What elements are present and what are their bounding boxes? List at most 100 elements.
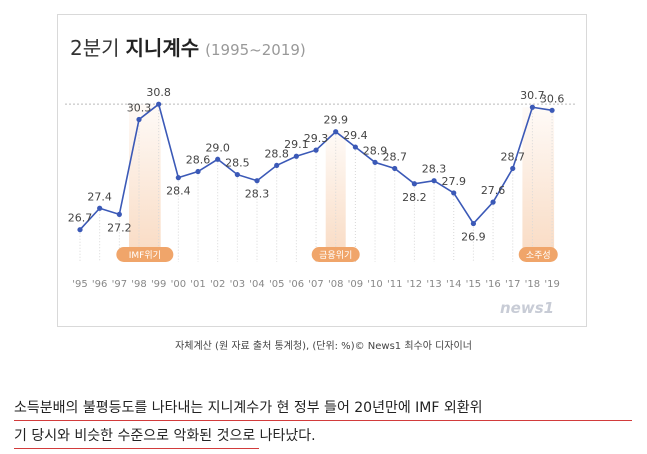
chart-title: 2분기 지니계수 (1995~2019) xyxy=(70,32,306,68)
x-tick-label: '98 xyxy=(131,279,146,290)
highlight-badge-label: 금융위기 xyxy=(319,250,352,261)
data-point xyxy=(352,144,358,150)
data-point xyxy=(254,178,260,184)
highlight-underline-1 xyxy=(14,420,632,421)
x-tick-label: '15 xyxy=(466,279,481,290)
data-point xyxy=(490,199,496,205)
data-label: 28.7 xyxy=(500,150,525,163)
data-point xyxy=(451,190,457,196)
x-tick-label: '95 xyxy=(72,279,87,290)
data-point xyxy=(77,227,83,233)
x-tick-label: '09 xyxy=(348,279,363,290)
x-tick-label: '02 xyxy=(210,279,225,290)
data-label: 28.3 xyxy=(245,188,270,201)
chart-caption: 자체계산 (원 자료 출처 통계청), (단위: %)© News1 최수아 디… xyxy=(175,341,472,352)
x-tick-label: '97 xyxy=(112,279,127,290)
data-label: 29.3 xyxy=(304,132,329,145)
highlight-band xyxy=(129,104,161,256)
news1-logo: news1 xyxy=(500,299,554,317)
x-tick-label: '11 xyxy=(387,279,402,290)
data-label: 28.4 xyxy=(166,185,191,198)
x-tick-label: '08 xyxy=(328,279,343,290)
data-point xyxy=(333,129,339,135)
data-label: 29.9 xyxy=(323,114,348,127)
data-point xyxy=(116,211,122,217)
gini-line-chart: 26.7 27.4 27.2 30.3 30.8 28.4 28.629.0 28.5 28.3… xyxy=(65,86,575,317)
data-labels: 26.7 27.4 27.2 30.3 30.8 28.4 28.629.0 28.5 28.3… xyxy=(68,86,565,243)
data-point xyxy=(215,156,221,162)
x-tick-label: '16 xyxy=(485,279,500,290)
data-point xyxy=(274,162,280,169)
data-label: 28.6 xyxy=(186,154,211,167)
x-tick-label: '10 xyxy=(367,279,382,290)
data-point xyxy=(372,159,378,165)
highlight-badge-label: 소주성 xyxy=(526,250,551,261)
x-tick-label: '18 xyxy=(525,279,540,290)
data-point xyxy=(470,220,476,227)
data-point xyxy=(313,147,319,153)
article-line-1: 소득분배의 불평등도를 나타내는 지니계수가 현 정부 들어 20년만에 IMF… xyxy=(14,400,483,416)
x-tick-label: '17 xyxy=(505,279,520,290)
data-point xyxy=(175,175,181,181)
highlight-badges: IMF위기 금융위기 소주성 xyxy=(116,247,558,262)
chart-title-main: 지니계수 xyxy=(125,36,200,60)
guide-lines xyxy=(79,107,553,262)
data-point xyxy=(411,181,417,187)
x-tick-label: '13 xyxy=(426,279,441,290)
data-label: 28.2 xyxy=(402,191,427,204)
x-tick-label: '06 xyxy=(289,279,304,290)
x-tick-label: '07 xyxy=(308,279,323,290)
data-label: 27.2 xyxy=(107,221,132,234)
data-label: 27.6 xyxy=(481,184,506,197)
data-label: 28.8 xyxy=(264,147,289,160)
data-point xyxy=(293,153,299,159)
data-point xyxy=(510,165,516,172)
data-label: 28.7 xyxy=(382,150,407,163)
highlight-underline-2 xyxy=(14,448,259,449)
x-tick-label: '14 xyxy=(446,279,461,290)
data-label: 27.4 xyxy=(87,190,112,203)
x-tick-label: '96 xyxy=(92,279,107,290)
x-tick-label: '19 xyxy=(544,279,559,290)
data-point xyxy=(529,104,536,110)
article-line-2: 기 당시와 비슷한 수준으로 악화된 것으로 나타났다. xyxy=(14,428,316,444)
x-tick-label: '04 xyxy=(249,279,264,290)
data-label: 30.6 xyxy=(540,92,565,105)
data-label: 26.9 xyxy=(461,231,486,244)
data-label: 30.3 xyxy=(127,101,152,114)
x-tick-labels: '95 '96 '97 '98 '99 '00 '01 '02 '03 '04 '05 '06 '07 '… xyxy=(72,279,560,290)
x-tick-label: '12 xyxy=(407,279,422,290)
highlight-badge xyxy=(311,247,360,262)
data-label: 26.7 xyxy=(68,212,93,225)
data-point xyxy=(431,178,437,184)
data-point xyxy=(156,101,162,107)
data-point xyxy=(97,205,103,211)
x-tick-label: '99 xyxy=(151,279,166,290)
data-label: 29.1 xyxy=(284,138,309,151)
data-label: 28.3 xyxy=(422,163,447,176)
highlight-badge xyxy=(518,247,558,262)
data-label: 28.9 xyxy=(363,144,388,157)
data-label: 28.5 xyxy=(225,157,250,170)
data-label: 29.0 xyxy=(205,141,230,154)
x-tick-label: '00 xyxy=(171,279,186,290)
data-point xyxy=(234,171,240,178)
data-point xyxy=(136,116,142,123)
data-point xyxy=(392,165,398,172)
news1-logo-text: news1 xyxy=(500,299,554,317)
data-label: 30.8 xyxy=(146,86,171,99)
highlight-badge xyxy=(116,247,174,262)
chart-subtitle: (1995~2019) xyxy=(205,41,306,59)
data-point xyxy=(549,107,555,113)
data-label: 30.7 xyxy=(520,89,545,102)
highlight-band xyxy=(325,131,346,256)
x-tick-label: '01 xyxy=(190,279,205,290)
data-point xyxy=(195,168,201,175)
x-tick-label: '05 xyxy=(269,279,284,290)
highlight-bands xyxy=(129,104,555,256)
x-tick-label: '03 xyxy=(230,279,245,290)
chart-title-period: 2분기 xyxy=(70,36,120,60)
highlight-band xyxy=(522,107,555,256)
article-text: 소득분배의 불평등도를 나타내는 지니계수가 현 정부 들어 20년만에 IMF… xyxy=(14,394,634,450)
highlight-badge-label: IMF위기 xyxy=(129,250,161,261)
